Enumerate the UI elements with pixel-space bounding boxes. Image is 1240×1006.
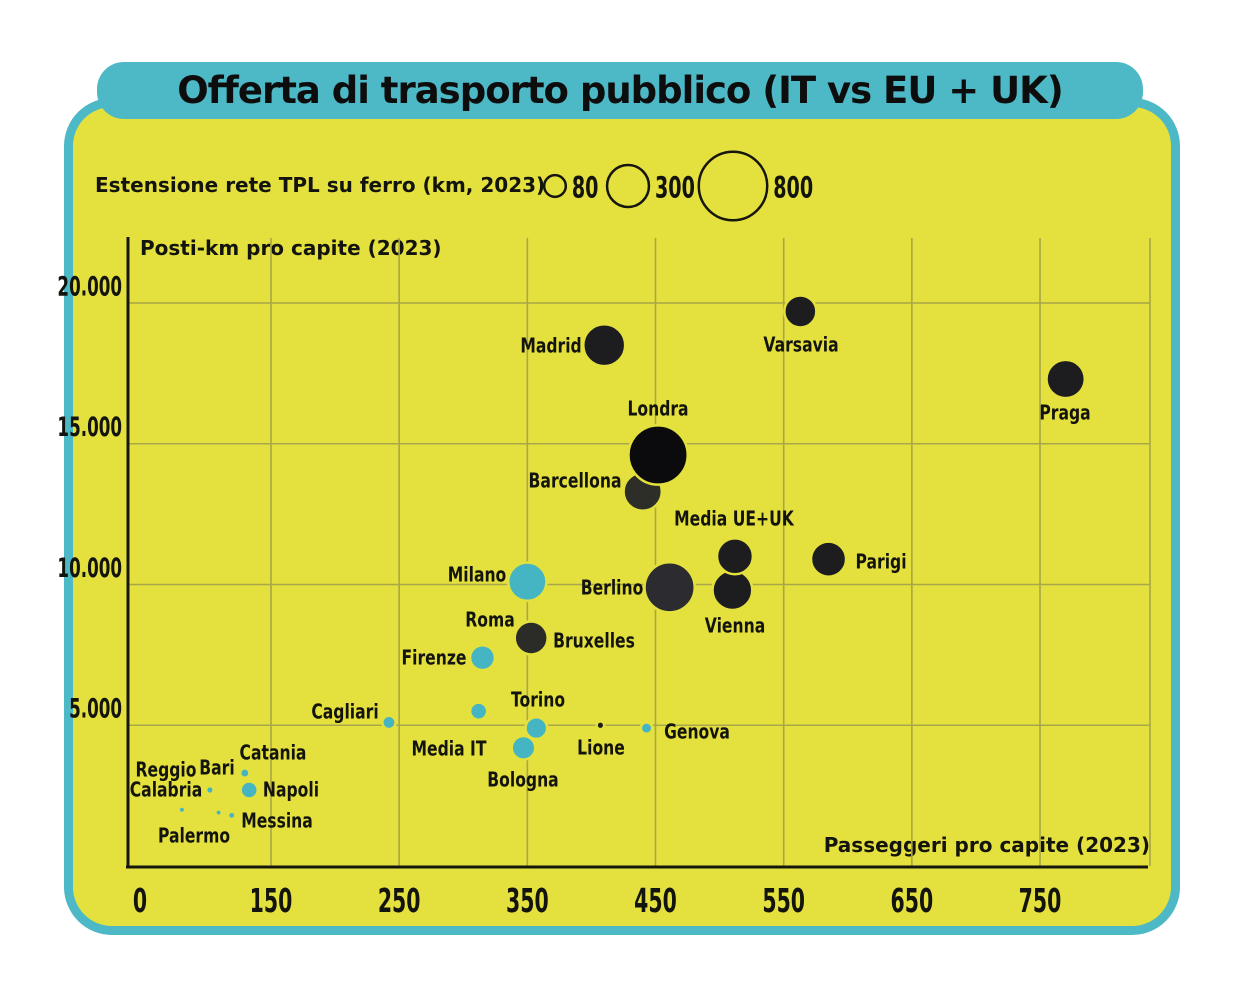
bubble-praga — [1045, 358, 1087, 400]
bubble-torino — [524, 715, 549, 741]
bubble-varsavia — [783, 294, 818, 329]
y-tick-label-20000: 20.000 — [57, 271, 122, 302]
label-media-ue-uk: Media UE+UK — [674, 507, 795, 530]
label-berlino: Berlino — [581, 576, 644, 599]
label-bari: Bari — [199, 756, 234, 779]
bubble-milano — [506, 561, 548, 603]
label-bologna: Bologna — [487, 768, 558, 791]
label-cagliari: Cagliari — [311, 700, 378, 723]
x-tick-label-550: 550 — [762, 882, 805, 919]
label-messina: Messina — [241, 809, 313, 832]
legend-size-value-800: 800 — [773, 170, 813, 204]
label-roma: Roma — [465, 608, 514, 631]
bubble-size-legend-label: Estensione rete TPL su ferro (km, 2023) — [95, 173, 546, 197]
label-varsavia: Varsavia — [763, 333, 838, 356]
label-vienna: Vienna — [705, 614, 765, 637]
page-title: Offerta di trasporto pubblico (IT vs EU … — [177, 69, 1064, 112]
x-tick-label-150: 150 — [250, 882, 293, 919]
bubble-media-it — [468, 701, 489, 721]
x-tick-label-750: 750 — [1019, 882, 1062, 919]
legend-size-value-300: 300 — [655, 170, 695, 204]
label-reggio-calabria: Reggio Calabria — [130, 758, 203, 801]
label-lione: Lione — [577, 736, 625, 759]
legend-size-circle-300 — [605, 163, 651, 209]
x-tick-label-250: 250 — [378, 882, 421, 919]
label-genova: Genova — [664, 720, 730, 743]
bubble-napoli — [239, 780, 259, 800]
label-milano: Milano — [448, 563, 507, 586]
bubble-firenze — [468, 644, 497, 672]
label-torino: Torino — [511, 688, 565, 711]
y-tick-label-10000: 10.000 — [57, 553, 122, 584]
title-banner: Offerta di trasporto pubblico (IT vs EU … — [97, 62, 1143, 119]
bubble-palermo — [214, 808, 224, 817]
x-tick-label-0: 0 — [133, 882, 147, 919]
label-media-it: Media IT — [412, 737, 488, 760]
bubble-genova — [639, 721, 654, 735]
bubble-londra — [627, 424, 689, 486]
bubble-catania — [238, 767, 251, 780]
x-tick-label-450: 450 — [634, 882, 677, 919]
bubble-lione — [595, 720, 606, 731]
x-tick-label-650: 650 — [891, 882, 934, 919]
label-palermo: Palermo — [158, 824, 230, 847]
bubble-reggio-calabria — [177, 805, 187, 815]
bubble-messina — [226, 810, 237, 821]
label-napoli: Napoli — [263, 778, 319, 801]
bubble-cagliari — [381, 714, 397, 731]
bubble-media-ue-uk — [715, 537, 755, 576]
bubble-madrid — [582, 323, 627, 368]
y-tick-label-5000: 5.000 — [69, 694, 122, 725]
legend-size-value-80: 80 — [572, 170, 599, 204]
bubble-bruxelles — [513, 620, 549, 656]
y-tick-label-15000: 15.000 — [57, 412, 122, 443]
x-tick-label-350: 350 — [506, 882, 549, 919]
label-praga: Praga — [1039, 401, 1090, 424]
label-madrid: Madrid — [520, 334, 581, 357]
label-parigi: Parigi — [855, 550, 906, 573]
legend-size-circle-80 — [542, 173, 568, 199]
bubble-bologna — [510, 734, 537, 761]
bubble-vienna — [711, 568, 754, 612]
label-bruxelles: Bruxelles — [553, 629, 635, 652]
label-firenze: Firenze — [401, 646, 466, 669]
bubble-parigi — [809, 540, 848, 578]
bubble-berlino — [643, 560, 696, 614]
legend-size-circle-800 — [697, 150, 769, 222]
label-barcellona: Barcellona — [529, 469, 622, 492]
label-londra: Londra — [627, 397, 688, 420]
y-axis-title: Posti-km pro capite (2023) — [140, 236, 442, 260]
x-axis-title: Passeggeri pro capite (2023) — [823, 833, 1150, 857]
bubble-bari — [204, 784, 215, 796]
label-catania: Catania — [240, 741, 307, 764]
